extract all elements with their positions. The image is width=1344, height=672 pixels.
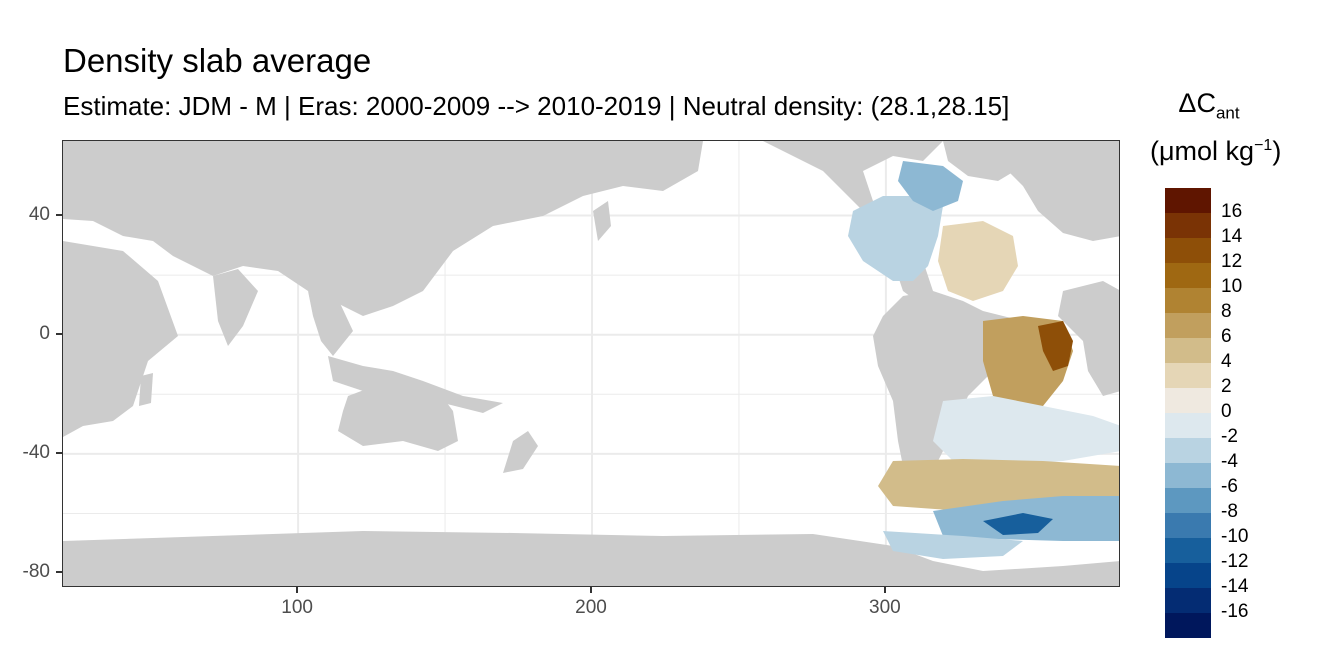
land-india [213, 269, 258, 346]
legend-label: 2 [1221, 376, 1232, 397]
land-antarctica [63, 531, 1119, 586]
legend-swatch [1165, 338, 1211, 363]
legend-label: -14 [1221, 576, 1249, 597]
legend-label: 16 [1221, 201, 1243, 222]
field-east-atlantic-tan [938, 221, 1018, 301]
legend-swatch [1165, 588, 1211, 613]
legend-swatch [1165, 363, 1211, 388]
cant-field [848, 161, 1119, 559]
land-europe [993, 141, 1119, 241]
legend-swatch [1165, 313, 1211, 338]
legend-label: -10 [1221, 526, 1249, 547]
x-tick-mark [296, 587, 299, 593]
legend-swatch [1165, 563, 1211, 588]
map-plot [63, 141, 1119, 586]
x-tick-mark [590, 587, 592, 593]
legend-label: 12 [1221, 251, 1243, 272]
land-north-america [63, 141, 943, 316]
legend-swatch [1165, 288, 1211, 313]
legend-label: 6 [1221, 326, 1232, 347]
y-tick-label: 40 [28, 203, 50, 225]
field-labrador-blue [898, 161, 963, 211]
legend-swatch [1165, 613, 1211, 638]
legend-title-unit: (μmol kg−1) [1150, 136, 1282, 166]
map-panel [62, 140, 1120, 587]
x-tick-label: 200 [575, 597, 607, 618]
legend-label: -12 [1221, 551, 1249, 572]
field-southern-deep-blue [983, 513, 1053, 535]
land-africa [63, 241, 178, 437]
legend-swatch [1165, 213, 1211, 238]
legend-label: 0 [1221, 401, 1232, 422]
legend-swatch [1165, 238, 1211, 263]
legend-swatch [1165, 263, 1211, 288]
legend-label: 10 [1221, 276, 1243, 297]
legend-swatch [1165, 488, 1211, 513]
field-north-atlantic-blue [848, 196, 943, 281]
field-south-atlantic-light [933, 396, 1119, 466]
field-gulf-guinea-dark [1038, 321, 1073, 371]
legend-title: ΔCant [1164, 88, 1254, 123]
land-australia [338, 381, 458, 451]
legend-swatch [1165, 438, 1211, 463]
legend-swatch [1165, 188, 1211, 213]
y-tick-label: -80 [22, 561, 50, 583]
x-tick-label: 100 [281, 597, 313, 618]
land-new-zealand [503, 431, 538, 473]
chart-title: Density slab average [63, 42, 372, 79]
land-madagascar [139, 373, 153, 406]
x-tick-mark [883, 587, 886, 593]
legend-label: -16 [1221, 601, 1249, 622]
y-tick-label: -40 [22, 441, 50, 463]
land-indochina [308, 291, 353, 356]
legend-label: 4 [1221, 351, 1232, 372]
legend-swatch [1165, 388, 1211, 413]
chart-subtitle: Estimate: JDM - M | Eras: 2000-2009 --> … [63, 91, 1010, 121]
y-tick-mark [56, 213, 62, 216]
land-japan [593, 201, 611, 241]
y-tick-mark [56, 571, 62, 574]
y-tick-mark [56, 451, 62, 454]
legend-label: 8 [1221, 301, 1232, 322]
land-indonesia [328, 356, 503, 413]
legend-label: -6 [1221, 476, 1238, 497]
legend-swatch [1165, 513, 1211, 538]
legend-colorbar [1165, 188, 1211, 638]
land-asia [63, 141, 703, 316]
field-weddell-light [883, 531, 1023, 559]
legend-label: -8 [1221, 501, 1238, 522]
legend-swatch [1165, 463, 1211, 488]
legend-label: -2 [1221, 426, 1238, 447]
land-west-africa [1058, 281, 1119, 396]
y-tick-label: 0 [39, 322, 50, 344]
legend-label: -4 [1221, 451, 1238, 472]
legend-swatch [1165, 413, 1211, 438]
x-tick-label: 300 [869, 597, 901, 618]
legend-swatch [1165, 538, 1211, 563]
legend-label: 14 [1221, 226, 1243, 247]
y-tick-mark [56, 332, 62, 335]
legend-title-quantity: ΔCant [1178, 88, 1240, 123]
